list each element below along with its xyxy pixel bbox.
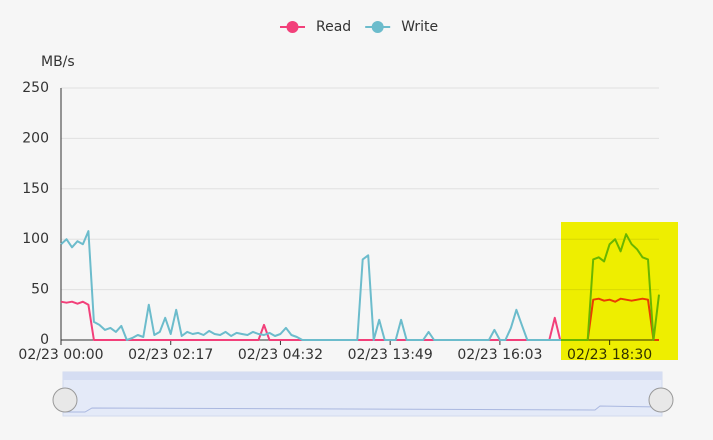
y-tick-label: 150	[22, 181, 49, 197]
slider-bar[interactable]	[63, 372, 662, 380]
x-tick-label: 02/23 16:03	[457, 347, 542, 363]
slider-preview	[63, 405, 663, 413]
legend-marker	[371, 21, 384, 33]
series-line	[60, 230, 660, 341]
legend-item[interactable]: Write	[365, 19, 438, 35]
highlight	[561, 222, 678, 360]
legend: Read Write	[280, 19, 438, 35]
x-tick-label: 02/23 02:17	[128, 347, 213, 363]
x-tick-label: 02/23 00:00	[18, 347, 103, 363]
legend-item[interactable]: Read	[280, 19, 351, 35]
legend-marker	[286, 21, 299, 33]
zoom-slider[interactable]	[52, 371, 674, 417]
legend-label: Write	[401, 19, 438, 35]
x-tick-label: 02/23 13:49	[348, 347, 433, 363]
y-tick-label: 200	[22, 130, 49, 146]
y-axis-title: MB/s	[41, 54, 75, 70]
slider-handle-right[interactable]	[648, 387, 674, 413]
y-tick-label: 0	[40, 332, 49, 348]
plot: 0 50 100 150 200 250 02/23 00:00 02/23 02:17 02/…	[18, 80, 660, 363]
y-tick-label: 50	[31, 282, 49, 298]
x-tick-label: 02/23 04:32	[238, 347, 323, 363]
y-tick-label: 250	[22, 80, 49, 96]
series-line	[60, 297, 659, 341]
y-tick-label: 100	[22, 231, 49, 247]
slider-handle-left[interactable]	[52, 387, 78, 413]
legend-label: Read	[316, 19, 351, 35]
